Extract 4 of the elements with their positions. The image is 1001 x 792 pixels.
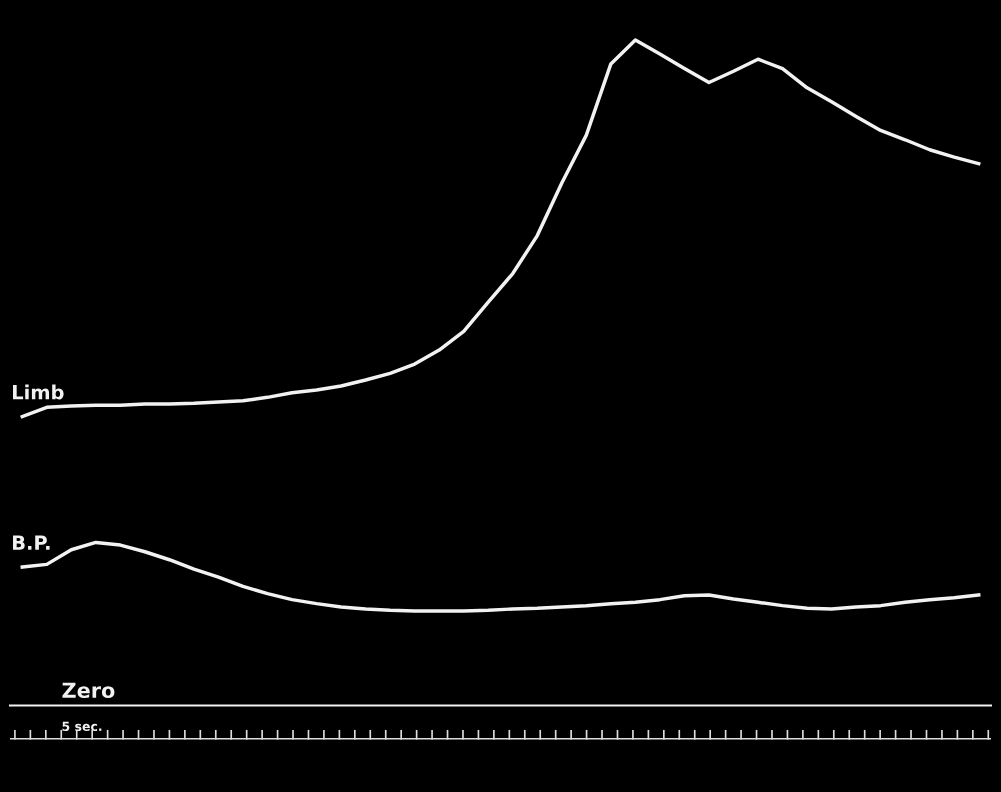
series-label: B.P. — [13, 535, 50, 550]
text: 5 sec. — [62, 721, 102, 732]
annotation: Zero — [62, 682, 115, 699]
series-label: Limb — [13, 384, 64, 400]
